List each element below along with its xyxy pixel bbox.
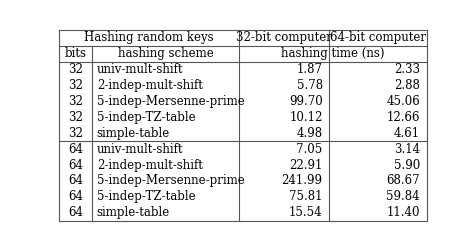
Text: 2-indep-mult-shift: 2-indep-mult-shift — [97, 158, 202, 172]
Text: bits: bits — [65, 47, 87, 60]
Text: 75.81: 75.81 — [289, 190, 323, 203]
Text: 15.54: 15.54 — [289, 206, 323, 219]
Text: 5.78: 5.78 — [297, 79, 323, 92]
Text: hashing time (ns): hashing time (ns) — [281, 47, 385, 60]
Text: univ-mult-shift: univ-mult-shift — [97, 143, 183, 155]
Text: 64: 64 — [68, 143, 83, 155]
Text: 5-indep-TZ-table: 5-indep-TZ-table — [97, 190, 195, 203]
Text: 4.98: 4.98 — [297, 127, 323, 140]
Text: 59.84: 59.84 — [386, 190, 420, 203]
Text: 5.90: 5.90 — [394, 158, 420, 172]
Text: simple-table: simple-table — [97, 206, 170, 219]
Text: 3.14: 3.14 — [394, 143, 420, 155]
Text: 2.33: 2.33 — [394, 63, 420, 76]
Text: 64: 64 — [68, 174, 83, 187]
Text: 12.66: 12.66 — [386, 111, 420, 124]
Text: 64: 64 — [68, 206, 83, 219]
Text: 45.06: 45.06 — [386, 95, 420, 108]
Text: 22.91: 22.91 — [289, 158, 323, 172]
Text: 5-indep-Mersenne-prime: 5-indep-Mersenne-prime — [97, 95, 245, 108]
Text: 11.40: 11.40 — [386, 206, 420, 219]
Text: Hashing random keys: Hashing random keys — [84, 31, 214, 44]
Text: 99.70: 99.70 — [289, 95, 323, 108]
Text: 68.67: 68.67 — [386, 174, 420, 187]
Text: 32-bit computer: 32-bit computer — [237, 31, 332, 44]
Text: 1.87: 1.87 — [297, 63, 323, 76]
Text: 2.88: 2.88 — [394, 79, 420, 92]
Text: 10.12: 10.12 — [289, 111, 323, 124]
Text: 241.99: 241.99 — [282, 174, 323, 187]
Text: 32: 32 — [68, 127, 83, 140]
Text: 32: 32 — [68, 63, 83, 76]
Text: 5-indep-Mersenne-prime: 5-indep-Mersenne-prime — [97, 174, 245, 187]
Text: 7.05: 7.05 — [296, 143, 323, 155]
Text: 4.61: 4.61 — [394, 127, 420, 140]
Text: univ-mult-shift: univ-mult-shift — [97, 63, 183, 76]
Text: 64: 64 — [68, 190, 83, 203]
Text: 32: 32 — [68, 111, 83, 124]
Text: 64: 64 — [68, 158, 83, 172]
Text: 64-bit computer: 64-bit computer — [330, 31, 426, 44]
Text: 5-indep-TZ-table: 5-indep-TZ-table — [97, 111, 195, 124]
Text: 32: 32 — [68, 95, 83, 108]
Text: hashing scheme: hashing scheme — [118, 47, 214, 60]
Text: simple-table: simple-table — [97, 127, 170, 140]
Text: 2-indep-mult-shift: 2-indep-mult-shift — [97, 79, 202, 92]
Text: 32: 32 — [68, 79, 83, 92]
